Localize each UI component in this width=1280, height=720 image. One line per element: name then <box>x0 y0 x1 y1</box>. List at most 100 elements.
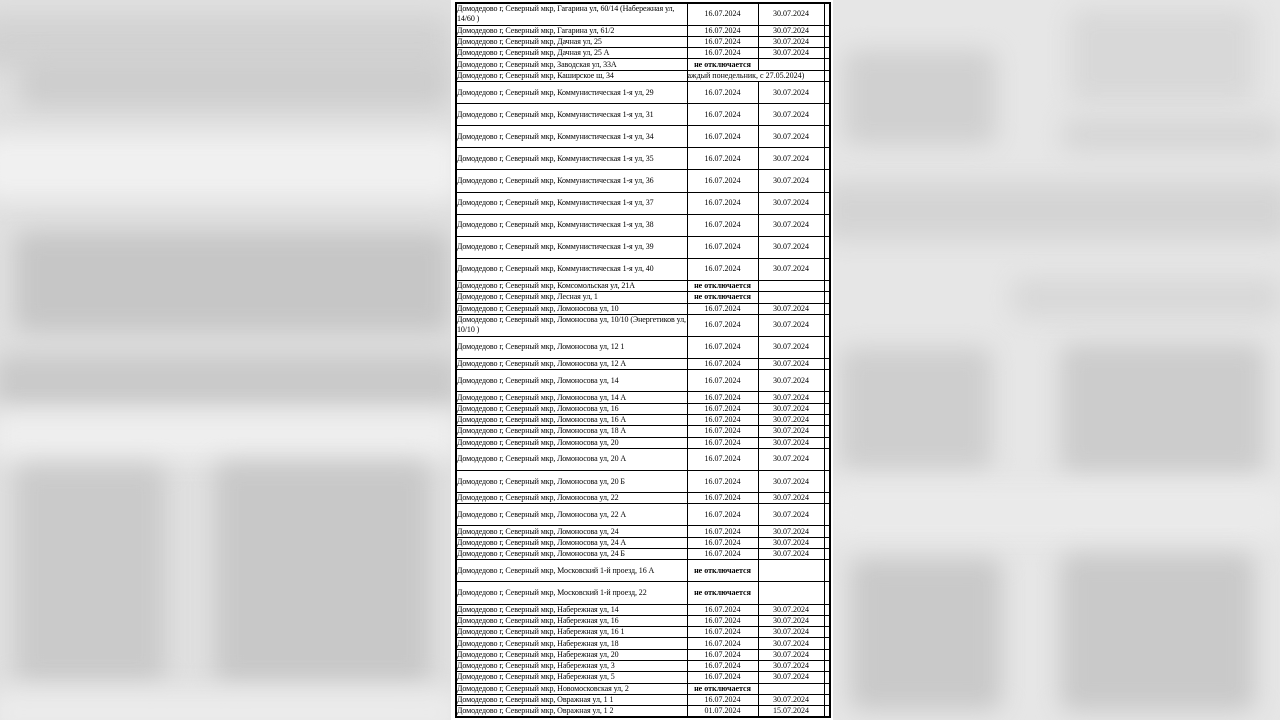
start-date-cell: 16.07.2024 <box>686 81 759 105</box>
sliver-cell <box>823 402 831 415</box>
start-date-cell: 16.07.2024 <box>686 191 759 215</box>
end-date-cell: 30.07.2024 <box>757 2 825 26</box>
table-row: Домодедово г, Северный мкр, Набережная у… <box>455 671 831 684</box>
address-cell: Домодедово г, Северный мкр, Набережная у… <box>455 626 688 639</box>
address-cell: Домодедово г, Северный мкр, Каширское ш,… <box>455 69 688 83</box>
blurred-background-right <box>832 0 1280 720</box>
end-date-cell: 30.07.2024 <box>757 492 825 505</box>
address-cell: Домодедово г, Северный мкр, Ломоносова у… <box>455 369 688 393</box>
table-row: Домодедово г, Северный мкр, Московский 1… <box>455 559 831 583</box>
sliver-cell <box>823 614 831 628</box>
table-row: Домодедово г, Северный мкр, Московский 1… <box>455 581 831 605</box>
table-row: Домодедово г, Северный мкр, Ломоносова у… <box>455 302 831 315</box>
background-blob <box>1012 278 1280 318</box>
table-row: Домодедово г, Северный мкр, Ломоносова у… <box>455 402 831 415</box>
end-date-cell: 30.07.2024 <box>757 391 825 404</box>
background-blob <box>1060 553 1255 711</box>
start-date-cell: 16.07.2024 <box>686 413 759 427</box>
table-row: Домодедово г, Северный мкр, Ломоносова у… <box>455 391 831 404</box>
end-date-cell: 30.07.2024 <box>757 503 825 527</box>
start-date-cell: 16.07.2024 <box>686 369 759 393</box>
sliver-cell <box>823 291 831 304</box>
start-date-cell: 16.07.2024 <box>686 257 759 281</box>
start-date-cell: 16.07.2024 <box>686 648 759 662</box>
sliver-cell <box>823 536 831 550</box>
note-cell: не отключается <box>686 58 759 71</box>
start-date-cell: 16.07.2024 <box>686 2 759 26</box>
end-date-cell: 30.07.2024 <box>757 648 825 662</box>
address-cell: Домодедово г, Северный мкр, Овражная ул,… <box>455 705 688 718</box>
address-cell: Домодедово г, Северный мкр, Ломоносова у… <box>455 492 688 505</box>
table-row: Домодедово г, Северный мкр, Дачная ул, 2… <box>455 47 831 60</box>
table-row: Домодедово г, Северный мкр, Коммунистиче… <box>455 191 831 215</box>
sliver-cell <box>823 279 831 293</box>
schedule-table-body: Домодедово г, Северный мкр, Гагарина ул,… <box>455 2 831 718</box>
background-blob <box>15 232 450 332</box>
table-row: Домодедово г, Северный мкр, Ломоносова у… <box>455 503 831 527</box>
sliver-cell <box>823 671 831 684</box>
sliver-cell <box>823 637 831 650</box>
table-row: Домодедово г, Северный мкр, Каширское ш,… <box>455 69 831 83</box>
address-cell: Домодедово г, Северный мкр, Коммунистиче… <box>455 213 688 237</box>
address-cell: Домодедово г, Северный мкр, Набережная у… <box>455 671 688 684</box>
end-date-cell: 30.07.2024 <box>757 637 825 650</box>
address-cell: Домодедово г, Северный мкр, Ломоносова у… <box>455 357 688 371</box>
sliver-cell <box>823 391 831 404</box>
address-cell: Домодедово г, Северный мкр, Коммунистиче… <box>455 169 688 193</box>
start-date-cell: 16.07.2024 <box>686 469 759 494</box>
end-date-cell: 30.07.2024 <box>757 693 825 707</box>
empty-cell <box>757 682 825 695</box>
start-date-cell: 16.07.2024 <box>686 213 759 237</box>
end-date-cell: 30.07.2024 <box>757 436 825 449</box>
end-date-cell: 30.07.2024 <box>757 525 825 538</box>
start-date-cell: 16.07.2024 <box>686 503 759 527</box>
table-row: Домодедово г, Северный мкр, Гагарина ул,… <box>455 24 831 37</box>
note-cell: не отключается <box>686 559 759 583</box>
table-row: Домодедово г, Северный мкр, Коммунистиче… <box>455 213 831 237</box>
table-row: Домодедово г, Северный мкр, Новомосковск… <box>455 682 831 695</box>
table-row: Домодедово г, Северный мкр, Набережная у… <box>455 603 831 616</box>
table-row: Домодедово г, Северный мкр, Ломоносова у… <box>455 525 831 538</box>
table-row: Домодедово г, Северный мкр, Ломоносова у… <box>455 536 831 550</box>
address-cell: Домодедово г, Северный мкр, Лесная ул, 1 <box>455 291 688 304</box>
table-row: Домодедово г, Северный мкр, Коммунистиче… <box>455 169 831 193</box>
table-row: Домодедово г, Северный мкр, Комсомольска… <box>455 279 831 293</box>
note-cell: не отключается <box>686 291 759 304</box>
background-blob <box>215 462 430 684</box>
sliver-cell <box>823 302 831 315</box>
start-date-cell: 16.07.2024 <box>686 147 759 171</box>
background-blob <box>850 558 1002 710</box>
end-date-cell: 30.07.2024 <box>757 369 825 393</box>
end-date-cell: 30.07.2024 <box>757 213 825 237</box>
sliver-cell <box>823 24 831 37</box>
start-date-cell: 16.07.2024 <box>686 492 759 505</box>
table-row: Домодедово г, Северный мкр, Ломоносова у… <box>455 357 831 371</box>
end-date-cell: 30.07.2024 <box>757 191 825 215</box>
table-row: Домодедово г, Северный мкр, Ломоносова у… <box>455 548 831 561</box>
table-row: Домодедово г, Северный мкр, Ломоносова у… <box>455 447 831 471</box>
start-date-cell: 16.07.2024 <box>686 235 759 259</box>
address-cell: Домодедово г, Северный мкр, Набережная у… <box>455 637 688 650</box>
start-date-cell: 16.07.2024 <box>686 626 759 639</box>
background-blob <box>15 465 165 683</box>
blurred-background-left <box>0 0 452 720</box>
start-date-cell: 16.07.2024 <box>686 447 759 471</box>
sliver-cell <box>823 191 831 215</box>
background-blob <box>0 135 452 200</box>
address-cell: Домодедово г, Северный мкр, Коммунистиче… <box>455 103 688 127</box>
note-cell: не отключается <box>686 581 759 605</box>
start-date-cell: 16.07.2024 <box>686 637 759 650</box>
address-cell: Домодедово г, Северный мкр, Московский 1… <box>455 559 688 583</box>
start-date-cell: 16.07.2024 <box>686 357 759 371</box>
address-cell: Домодедово г, Северный мкр, Ломоносова у… <box>455 425 688 438</box>
table-row: Домодедово г, Северный мкр, Лесная ул, 1… <box>455 291 831 304</box>
table-row: Домодедово г, Северный мкр, Ломоносова у… <box>455 492 831 505</box>
end-date-cell: 30.07.2024 <box>757 660 825 673</box>
address-cell: Домодедово г, Северный мкр, Коммунистиче… <box>455 191 688 215</box>
end-date-cell: 30.07.2024 <box>757 357 825 371</box>
start-date-cell: 16.07.2024 <box>686 103 759 127</box>
address-cell: Домодедово г, Северный мкр, Набережная у… <box>455 660 688 673</box>
start-date-cell: 16.07.2024 <box>686 436 759 449</box>
sliver-cell <box>823 169 831 193</box>
start-date-cell: 16.07.2024 <box>686 125 759 149</box>
